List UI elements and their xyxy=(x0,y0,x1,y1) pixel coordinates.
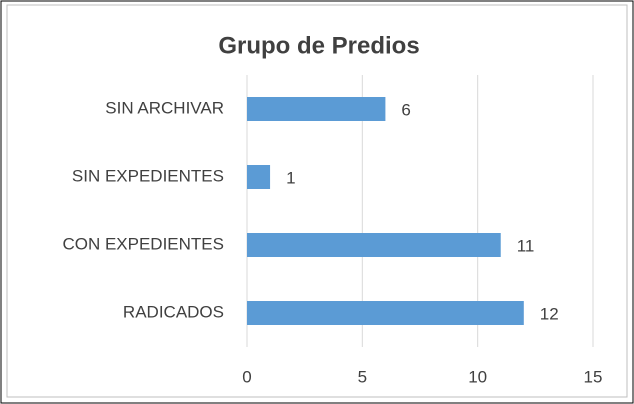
bar xyxy=(247,97,386,121)
data-label: 6 xyxy=(401,100,410,119)
chart-title: Grupo de Predios xyxy=(218,32,419,59)
x-tick-label: 5 xyxy=(358,367,367,386)
bar xyxy=(247,233,501,257)
y-tick-label: RADICADOS xyxy=(123,302,224,321)
y-tick-label: CON EXPEDIENTES xyxy=(62,234,224,253)
chart-area xyxy=(6,4,628,398)
y-tick-label: SIN EXPEDIENTES xyxy=(72,166,224,185)
data-label: 1 xyxy=(286,168,295,187)
data-label: 11 xyxy=(517,236,535,255)
data-label: 12 xyxy=(540,304,559,323)
bar xyxy=(247,301,524,325)
x-tick-label: 15 xyxy=(584,367,603,386)
y-tick-label: SIN ARCHIVAR xyxy=(105,98,224,117)
x-tick-label: 10 xyxy=(468,367,487,386)
bar xyxy=(247,165,271,189)
x-tick-label: 0 xyxy=(242,367,251,386)
